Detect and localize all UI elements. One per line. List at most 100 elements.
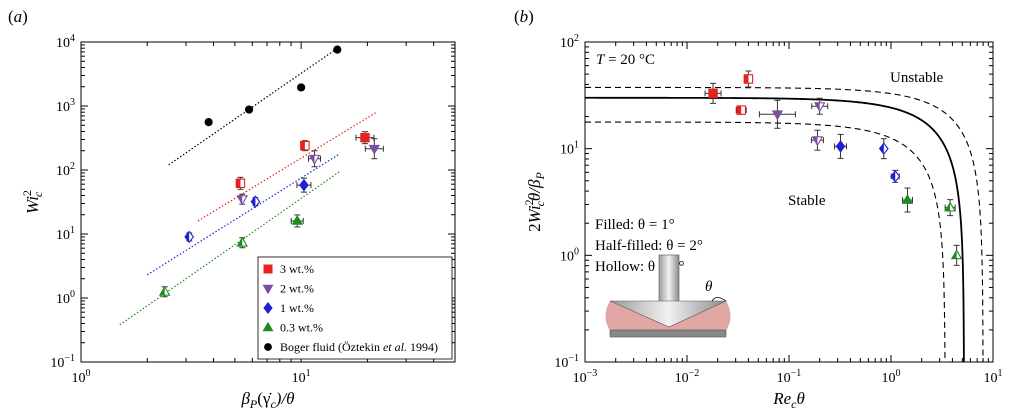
panel-b-y-axis-label: 2Wi2cθ/βP [522, 172, 547, 232]
panel-b-lower-bound-curve [585, 121, 946, 362]
panel-b-data-point [901, 193, 914, 204]
panel-b-stable-label: Stable [788, 193, 826, 209]
panel-a-data-point [300, 140, 310, 151]
panel-a-fit-line [197, 111, 377, 222]
panel-a-data-point-shape [299, 178, 309, 192]
panel-a-data-point [236, 236, 249, 247]
panel-a-data-point-half [184, 231, 190, 243]
panel-b-data-point-half [879, 143, 884, 155]
panel-a-legend-label: Boger fluid (Öztekin et al. 1994) [280, 340, 438, 354]
theta-label: θ [705, 279, 713, 295]
panel-b-data-point [944, 201, 956, 212]
panel-b: (b) 10−3 10−2 10−1 100 101 10−1 100 101 102 Recθ 2W… [514, 7, 1003, 411]
panel-b-data-point [835, 140, 846, 153]
panel-a-ytick-label: 102 [56, 161, 75, 179]
panel-b-data-point-half [737, 105, 742, 115]
panel-a-data-point-half [251, 196, 256, 208]
rheometer-shaft [658, 254, 680, 303]
panel-b-data-point-half [812, 136, 818, 146]
bottom-plate [609, 329, 727, 338]
panel-a-data-point-shape [297, 83, 306, 92]
panel-a-data-point-shape [368, 144, 381, 155]
panel-b-xtick-label: 10−2 [675, 368, 700, 386]
panel-a-data-point [244, 105, 254, 114]
panel-b-data-point [950, 249, 963, 260]
panel-b-x-axis-label: Recθ [772, 389, 805, 411]
panel-b-xtick-label: 10−1 [777, 368, 802, 386]
panel-b-data-point-shape [835, 140, 846, 153]
panel-a-data-point [368, 144, 381, 155]
panel-b-unstable-label: Unstable [890, 70, 944, 86]
cone-plate-diagram: θ [605, 254, 731, 338]
panel-a-legend-marker-shape [263, 264, 273, 274]
panel-b-curves [585, 86, 984, 362]
panel-a-data-point [158, 285, 171, 296]
panel-a-data-point [297, 83, 306, 92]
panel-b-ytick-label: 102 [560, 33, 579, 51]
panel-a-legend-label: 0.3 wt.% [280, 321, 323, 335]
panel-a-data-point-half [236, 179, 241, 188]
panel-a-data-point [236, 195, 249, 206]
panel-b-xtick-label: 100 [882, 368, 901, 386]
panel-a-data-point-half [309, 155, 315, 164]
panel-b-data-point-shape [901, 193, 914, 204]
panel-a-legend-marker-shape [262, 321, 274, 332]
panel-b-data-point [736, 105, 746, 115]
panel-b-data-point-half [951, 250, 957, 259]
panel-a-fit-line [146, 153, 341, 276]
panel-a-data-point-half [237, 237, 243, 247]
panel-b-label: (b) [514, 7, 534, 26]
panel-a-data-point-shape [360, 132, 370, 143]
panel-b-data-point-shape [771, 110, 784, 121]
panel-b-data-point-shape [708, 88, 718, 99]
panel-a-data-point [235, 178, 246, 189]
panel-b-upper-bound-curve [585, 86, 984, 362]
panel-b-ytick-label: 101 [560, 140, 579, 158]
panel-a-ytick-label: 100 [56, 289, 75, 307]
panel-b-filled-label: Filled: θ = 1° [595, 217, 675, 233]
panel-a-y-axis-label: Wi2c [20, 190, 45, 214]
panel-a-legend-marker [262, 321, 274, 332]
panel-b-ytick-label: 100 [560, 246, 579, 264]
panel-b-data-point [743, 74, 754, 84]
panel-a-ytick-label: 104 [56, 33, 75, 51]
angle-arc [711, 297, 727, 302]
panel-a-legend-marker-shape [262, 284, 274, 295]
panel-a-data-point-shape [244, 105, 254, 114]
panel-a-legend-label: 2 wt.% [280, 282, 314, 296]
cone [609, 300, 727, 328]
panel-a-legend-marker-shape [263, 301, 273, 315]
panel-a-series-0 [197, 111, 377, 222]
panel-a-xtick-label: 100 [72, 368, 91, 386]
panel-a-fit-line [168, 46, 341, 166]
panel-b-data-point [813, 102, 826, 113]
panel-a-frame [80, 41, 456, 363]
panel-a-legend-marker [263, 264, 273, 274]
panel-a-data-point [308, 154, 321, 165]
panel-a-legend: 3 wt.% 2 wt.% 1 wt.% 0.3 wt.% Boger fluid (Ö… [257, 256, 453, 360]
panel-b-data-point-half [814, 102, 820, 112]
panel-a-series-3 [119, 170, 341, 326]
panel-a-fit-line [119, 170, 341, 326]
panel-a-data-point [250, 195, 261, 209]
panel-b-data-point [811, 136, 824, 147]
panel-b-ytick-label: 10−1 [554, 353, 579, 371]
panel-a-data-point [333, 45, 342, 54]
panel-a-data-point-half [237, 195, 243, 205]
panel-a-x-axis-label: βP(γ̇c)/θ [240, 389, 294, 411]
panel-a-data-point-shape [204, 118, 213, 127]
panel-b-data-point-half [945, 202, 951, 211]
panel-a-series-1 [236, 138, 384, 206]
panel-a-legend-label: 3 wt.% [280, 262, 314, 276]
panel-b-temperature-label: T = 20 °C [596, 52, 655, 68]
panel-a-data-point [299, 178, 309, 192]
panel-b-xtick-label: 101 [984, 368, 1003, 386]
panel-a: (a)100 10110−1100101102103104βP(γ̇c)/θWi2… [8, 7, 456, 411]
panel-a-data-point [291, 214, 303, 225]
panel-a-legend-marker [263, 301, 273, 315]
panel-a-legend-box [257, 256, 453, 360]
panel-a-legend-label: 1 wt.% [280, 301, 314, 315]
panel-a-xtick-label: 101 [292, 368, 311, 386]
panel-a-data-point-shape [291, 214, 303, 225]
